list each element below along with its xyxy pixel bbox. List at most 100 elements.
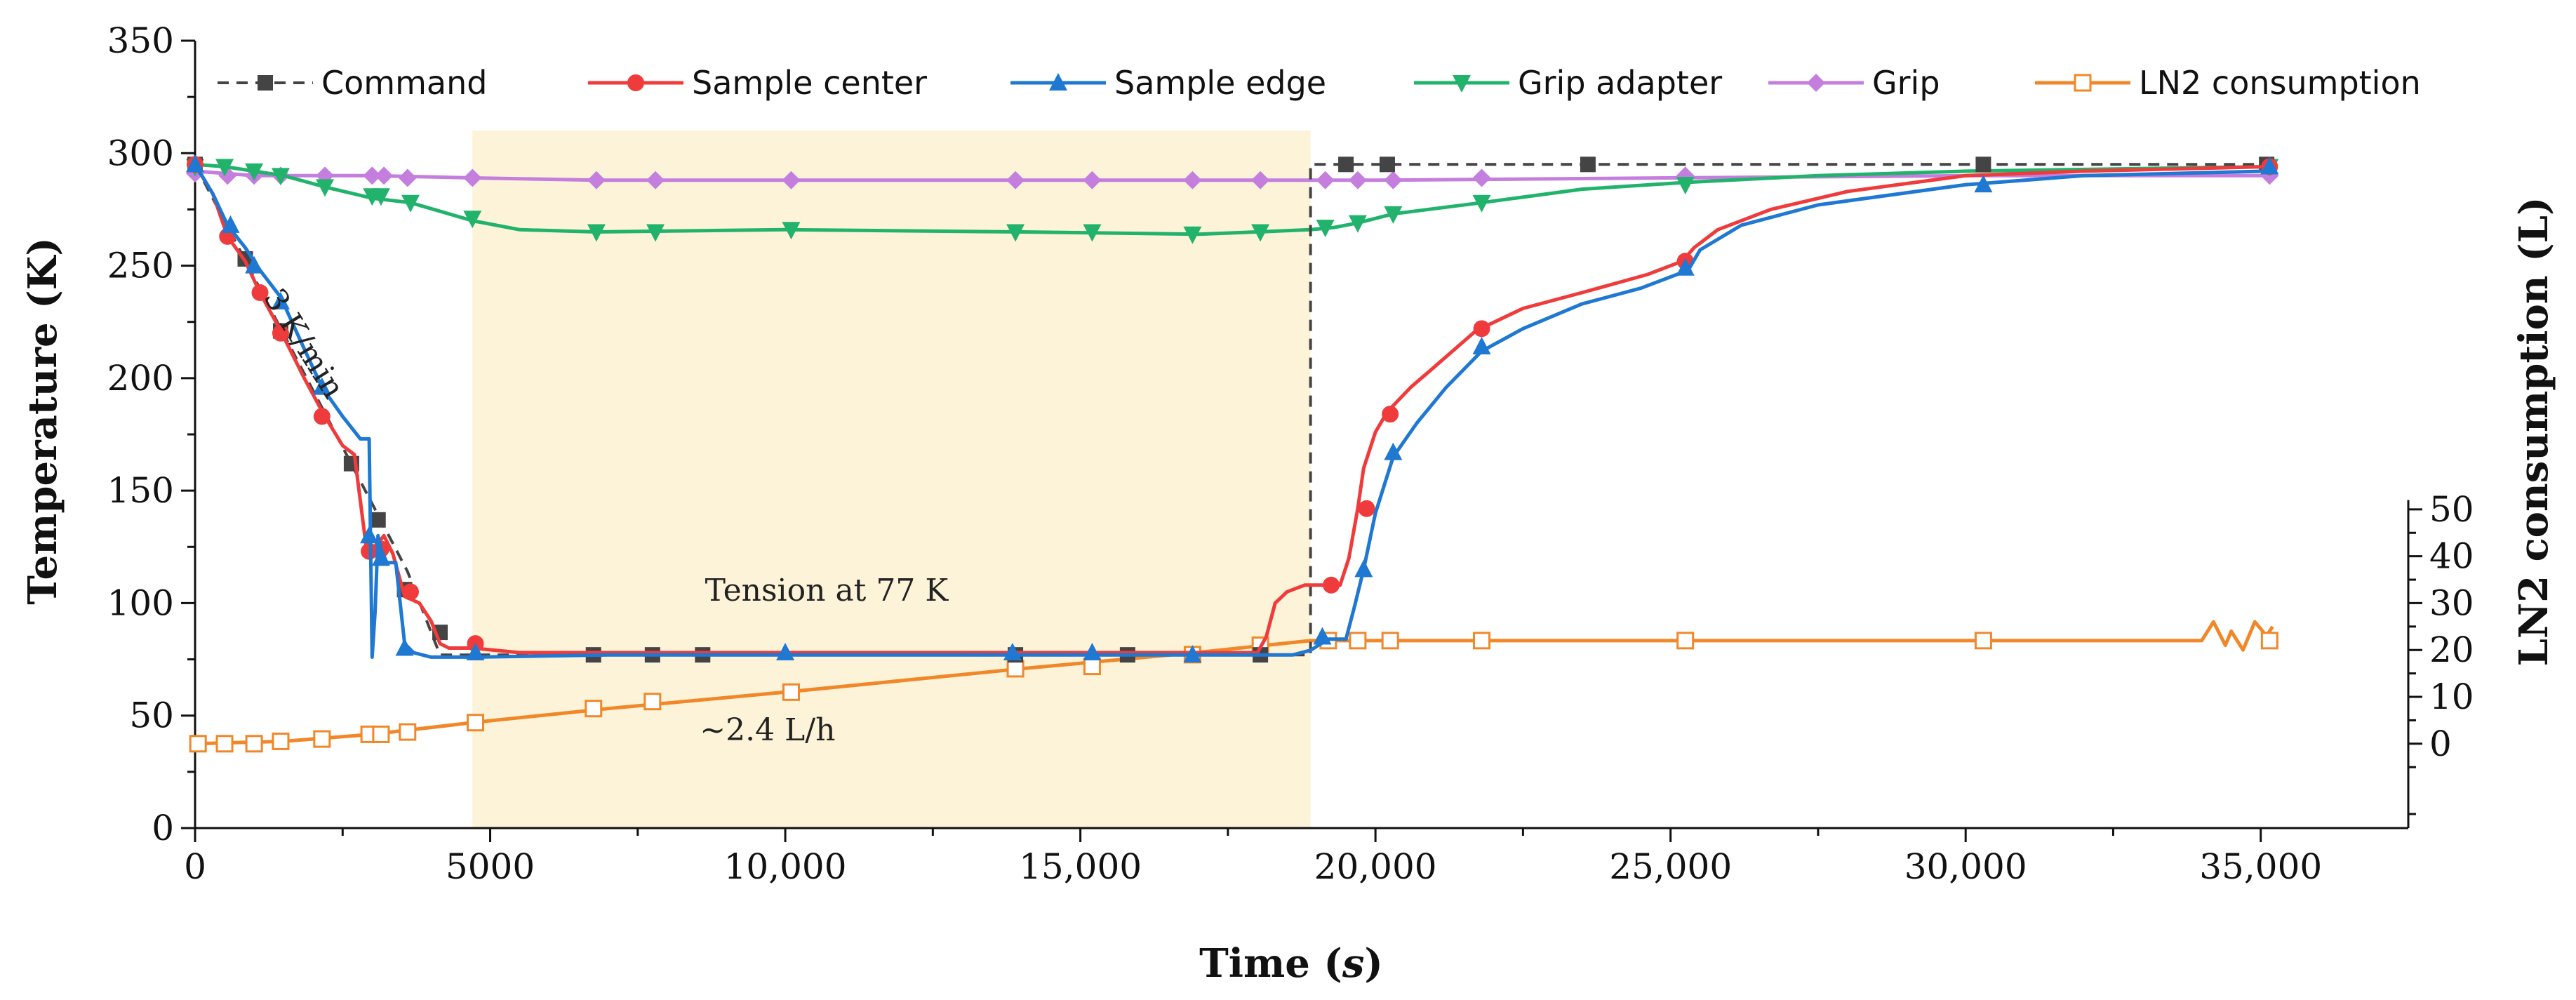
legend-marker-grip-adapter [1453,75,1471,93]
x-tick-label: 25,000 [1609,846,1732,887]
y-tick-label: 150 [107,470,174,511]
data-point-grip-adapter [463,211,482,229]
data-point-grip-adapter [1083,224,1102,242]
x-tick-label: 35,000 [2199,846,2322,887]
data-point-grip-adapter [782,222,801,240]
data-point-grip [1472,168,1491,187]
data-point-sample-center [251,284,269,302]
data-point-sample-edge [186,154,204,173]
data-point-grip [375,166,394,185]
annotation-tension: Tension at 77 K [705,573,949,608]
legend-marker-command [258,75,273,91]
y-tick-label: 100 [107,582,174,623]
data-point-grip-adapter [271,168,290,186]
data-point-sample-center [1358,500,1375,517]
data-point-ln2-consumption [1083,658,1101,676]
data-point-ln2-consumption [467,714,485,732]
data-point-sample-edge [1676,258,1695,276]
data-point-grip [587,171,606,189]
x-tick-label: 0 [184,846,206,887]
data-point-grip [1006,171,1025,189]
data-point-grip [1183,171,1202,189]
data-point-sample-edge [1384,442,1403,460]
legend-item-ln2-consumption: LN2 consumption [2035,64,2421,102]
data-point-grip-adapter [401,194,420,213]
legend-item-grip-adapter: Grip adapter [1414,64,1722,102]
data-point-sample-edge [1313,627,1332,645]
data-point-sample-edge [1003,642,1022,660]
data-point-grip [1251,171,1270,189]
data-point-grip-adapter [1006,224,1025,242]
series-line-command [194,163,2267,657]
data-point-grip [1083,171,1102,189]
data-point-sample-center [1323,576,1340,594]
data-point-grip-adapter [1183,226,1202,244]
x-tick-label: 20,000 [1314,846,1437,887]
data-point-ln2-consumption [1381,632,1399,650]
legend-label-ln2-consumption: LN2 consumption [2139,64,2421,102]
data-point-command [1975,156,1991,173]
data-point-sample-edge [221,215,240,233]
data-point-sample-center [401,583,419,601]
legend-item-sample-edge: Sample edge [1010,64,1326,102]
y2-axis-title: LN2 consumption (L) [2511,197,2557,667]
data-point-ln2-consumption [399,723,417,741]
data-point-grip [782,171,801,189]
data-point-grip [316,166,335,185]
data-point-sample-center [272,324,289,342]
y-tick-label: 300 [107,133,174,173]
data-point-grip-adapter [1251,224,1270,242]
legend-marker-sample-edge [1049,73,1067,91]
data-point-sample-edge [1472,336,1491,354]
series-line-sample-center [193,164,2267,655]
data-point-grip [1316,171,1335,189]
data-point-grip [463,168,482,187]
annotation-ln2-rate: ~2.4 L/h [700,712,835,748]
data-point-ln2-consumption [1676,632,1695,650]
y2-tick-label: 20 [2429,629,2474,670]
data-point-grip-adapter [1384,206,1403,224]
data-point-sample-edge [395,638,414,656]
y-tick-label: 250 [107,246,174,286]
data-point-grip-adapter [1348,215,1367,233]
legend-label-command: Command [321,64,487,102]
x-tick-label: 15,000 [1019,846,1142,887]
y2-tick-label: 0 [2429,724,2452,764]
data-point-grip [646,171,665,189]
legend-marker-grip [1807,74,1825,92]
data-point-ln2-consumption [313,730,331,748]
data-point-sample-edge [245,255,264,274]
data-point-sample-edge [1183,645,1202,663]
data-point-sample-edge [1354,559,1373,578]
data-point-ln2-consumption [1349,632,1367,650]
data-point-sample-edge [1083,642,1102,660]
data-point-sample-edge [360,526,379,544]
data-point-command [1580,156,1596,173]
data-point-ln2-consumption [1974,632,1992,650]
highlight-region [472,131,1311,828]
legend-marker-sample-center [627,74,644,91]
data-point-ln2-consumption [1473,632,1491,650]
x-tick-label: 30,000 [1904,846,2027,887]
y-axis-title: Temperature (K) [20,237,66,605]
data-point-command [1338,156,1354,173]
y2-tick-label: 40 [2429,536,2474,577]
series-sample-edge [186,154,2279,663]
data-point-grip-adapter [587,224,606,242]
data-point-command [370,512,386,528]
data-point-ln2-consumption [2260,632,2278,650]
legend-label-sample-edge: Sample edge [1114,64,1326,102]
x-tick-label: 10,000 [724,846,847,887]
data-point-ln2-consumption [372,725,390,743]
y-tick-label: 200 [107,358,174,399]
data-point-grip-adapter [1676,177,1695,195]
y-tick-label: 0 [152,808,174,848]
legend-label-grip-adapter: Grip adapter [1518,64,1722,102]
data-point-grip-adapter [1472,194,1491,213]
y-tick-label: 350 [107,20,174,61]
data-point-grip-adapter [245,163,264,181]
data-point-sample-edge [466,642,485,660]
data-point-grip-adapter [215,159,234,177]
data-point-ln2-consumption [272,732,290,750]
